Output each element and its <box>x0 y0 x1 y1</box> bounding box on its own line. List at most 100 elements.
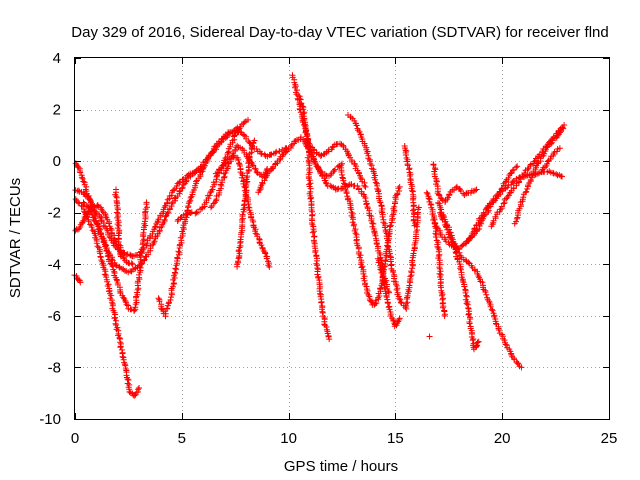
data-point-marker <box>337 140 349 153</box>
data-point-marker <box>131 276 143 314</box>
data-point-marker <box>119 265 130 275</box>
data-point-marker <box>263 255 272 269</box>
data-point-marker <box>409 206 421 268</box>
data-point-marker <box>136 245 147 258</box>
data-point-marker <box>280 146 291 156</box>
x-tick-label: 15 <box>387 430 404 447</box>
data-point-marker <box>208 193 220 211</box>
series-track-16 <box>287 134 369 190</box>
data-point-marker <box>388 199 399 226</box>
series-track-22 <box>423 189 448 319</box>
data-point-marker <box>437 276 446 302</box>
x-tick-label: 5 <box>178 430 186 447</box>
data-point-marker <box>297 134 310 145</box>
series-track-17 <box>302 140 392 296</box>
data-point-marker <box>143 199 150 206</box>
data-point-marker <box>323 180 334 189</box>
data-point-marker <box>143 232 154 249</box>
data-point-marker <box>251 137 258 144</box>
data-point-marker <box>396 315 403 322</box>
data-point-marker <box>168 183 180 199</box>
data-point-marker <box>321 321 332 340</box>
data-point-marker <box>129 261 136 268</box>
data-point-marker <box>379 274 390 299</box>
data-point-marker <box>174 176 186 187</box>
data-point-marker <box>199 154 212 172</box>
y-tick-label: -6 <box>48 308 61 325</box>
series-track-30 <box>511 122 568 227</box>
data-point-marker <box>323 144 336 156</box>
data-point-marker <box>119 292 131 309</box>
data-point-marker <box>391 271 403 302</box>
series-track-18 <box>336 162 403 308</box>
series-track-07 <box>112 186 124 260</box>
data-point-marker <box>104 227 117 246</box>
data-point-marker <box>266 263 273 270</box>
data-point-marker <box>125 266 136 276</box>
data-point-marker <box>423 189 435 208</box>
data-point-marker <box>403 262 416 312</box>
data-point-marker <box>360 191 373 214</box>
data-point-marker <box>488 192 500 206</box>
data-point-marker <box>215 173 228 198</box>
x-axis-label: GPS time / hours <box>284 458 398 475</box>
data-point-marker <box>77 279 84 286</box>
data-point-marker <box>127 389 137 399</box>
data-point-marker <box>187 209 199 217</box>
data-point-marker <box>426 333 433 340</box>
data-point-marker <box>219 156 231 169</box>
data-point-marker <box>377 199 390 240</box>
data-point-marker <box>93 220 105 240</box>
data-point-marker <box>488 211 500 230</box>
data-point-marker <box>467 187 479 196</box>
y-tick-label: 0 <box>53 153 61 170</box>
data-point-marker <box>78 189 89 200</box>
data-point-marker <box>411 222 418 229</box>
data-point-marker <box>313 255 324 297</box>
data-point-marker <box>474 268 486 286</box>
data-point-marker <box>103 276 116 312</box>
data-point-marker <box>238 118 249 128</box>
data-point-marker <box>556 124 567 136</box>
data-point-marker <box>219 131 231 142</box>
data-point-marker <box>187 180 200 204</box>
data-point-marker <box>456 261 469 296</box>
data-point-marker <box>462 292 474 325</box>
data-point-marker <box>513 173 526 187</box>
data-point-marker <box>72 160 82 171</box>
data-point-marker <box>306 183 316 222</box>
data-point-marker <box>549 131 562 144</box>
data-point-marker <box>174 224 187 262</box>
data-points <box>71 72 568 399</box>
data-point-marker <box>243 170 251 194</box>
data-point-marker <box>508 177 518 188</box>
series-track-27 <box>430 163 521 253</box>
data-point-marker <box>123 369 133 395</box>
data-point-marker <box>546 168 557 177</box>
data-point-marker <box>366 210 379 239</box>
data-point-marker <box>471 339 481 353</box>
data-point-marker <box>486 300 499 322</box>
series-track-23 <box>430 161 480 205</box>
series-track-31 <box>538 145 563 175</box>
data-point-marker <box>87 206 98 224</box>
data-point-marker <box>492 318 505 338</box>
x-tick-label: 25 <box>601 430 618 447</box>
data-point-marker <box>326 168 338 180</box>
data-point-marker <box>356 170 368 189</box>
data-point-marker <box>300 106 312 142</box>
data-point-marker <box>240 187 250 213</box>
data-point-marker <box>553 171 564 180</box>
series-track-20 <box>374 255 403 330</box>
data-point-marker <box>117 253 124 260</box>
data-point-marker <box>110 307 123 342</box>
data-point-marker <box>442 191 453 205</box>
data-point-marker <box>466 260 478 274</box>
y-tick-label: -10 <box>39 411 61 428</box>
data-point-marker <box>550 146 561 157</box>
data-point-marker <box>193 205 205 216</box>
data-point-marker <box>349 214 362 252</box>
x-tick-label: 20 <box>494 430 511 447</box>
data-point-marker <box>269 161 279 172</box>
data-point-marker <box>272 156 283 167</box>
